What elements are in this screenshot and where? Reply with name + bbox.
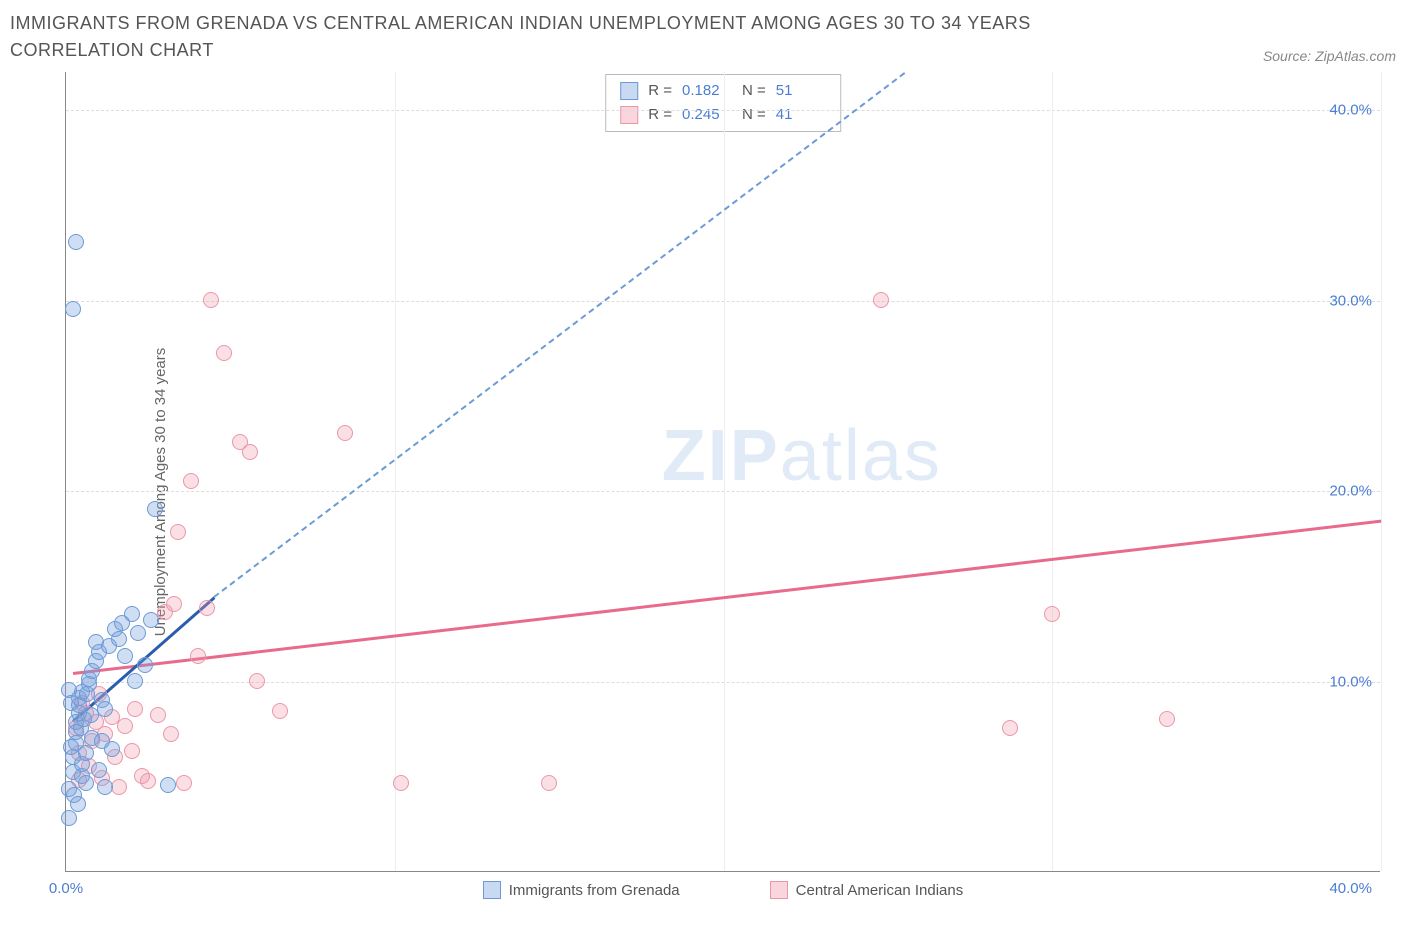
data-point [124,606,140,622]
data-point [199,600,215,616]
data-point [166,596,182,612]
legend-swatch-icon [620,106,638,124]
stat-r-value: 0.182 [682,79,732,103]
data-point [249,673,265,689]
data-point [176,775,192,791]
data-point [170,524,186,540]
data-point [183,473,199,489]
data-point [873,292,889,308]
stat-key: R = [648,79,672,103]
data-point [137,657,153,673]
stat-key: N = [742,79,766,103]
data-point [127,673,143,689]
data-point [393,775,409,791]
data-point [68,234,84,250]
data-point [63,739,79,755]
data-point [70,796,86,812]
trend-line [213,72,905,597]
stat-key: R = [648,103,672,127]
data-point [242,444,258,460]
bottom-legend: Immigrants from Grenada Central American … [66,881,1380,899]
grid-line-v [395,72,396,871]
grid-line-v [1052,72,1053,871]
data-point [163,726,179,742]
legend-swatch-icon [483,881,501,899]
legend-item: Central American Indians [770,881,964,899]
data-point [79,686,95,702]
data-point [65,301,81,317]
y-tick-label: 20.0% [1329,483,1372,500]
x-tick-label: 0.0% [49,880,83,897]
data-point [160,777,176,793]
data-point [1159,711,1175,727]
stat-key: N = [742,103,766,127]
grid-line-v [724,72,725,871]
legend-label: Central American Indians [796,882,964,899]
data-point [117,648,133,664]
y-tick-label: 30.0% [1329,292,1372,309]
data-point [150,707,166,723]
x-axis-max-label: 40.0% [1329,880,1372,897]
data-point [63,695,79,711]
data-point [272,703,288,719]
data-point [117,718,133,734]
data-point [111,631,127,647]
y-tick-label: 40.0% [1329,102,1372,119]
data-point [216,345,232,361]
data-point [1002,720,1018,736]
data-point [203,292,219,308]
grid-line-v [1381,72,1382,871]
data-point [127,701,143,717]
legend-item: Immigrants from Grenada [483,881,680,899]
data-point [140,773,156,789]
y-tick-label: 10.0% [1329,673,1372,690]
data-point [104,741,120,757]
data-point [91,762,107,778]
stat-n-value: 51 [776,79,826,103]
chart-title: IMMIGRANTS FROM GRENADA VS CENTRAL AMERI… [10,10,1110,64]
trend-line [72,520,1381,675]
plot-region: ZIPatlas R =0.182N =51R =0.245N =41 Immi… [65,72,1380,872]
legend-swatch-icon [620,82,638,100]
data-point [78,745,94,761]
chart-area: Unemployment Among Ages 30 to 34 years Z… [10,72,1380,912]
watermark: ZIPatlas [662,415,942,497]
data-point [147,501,163,517]
data-point [541,775,557,791]
data-point [190,648,206,664]
data-point [124,743,140,759]
legend-swatch-icon [770,881,788,899]
stat-r-value: 0.245 [682,103,732,127]
data-point [97,701,113,717]
data-point [1044,606,1060,622]
data-point [83,707,99,723]
data-point [97,779,113,795]
data-point [337,425,353,441]
stat-n-value: 41 [776,103,826,127]
source-label: Source: ZipAtlas.com [1263,48,1396,64]
data-point [143,612,159,628]
legend-label: Immigrants from Grenada [509,882,680,899]
data-point [130,625,146,641]
